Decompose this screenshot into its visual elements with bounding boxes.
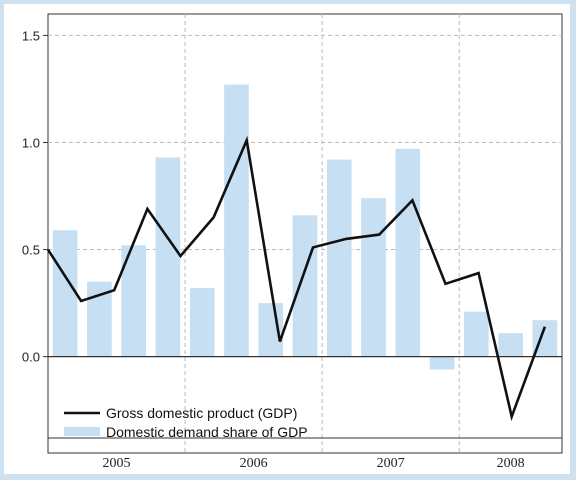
y-tick-label: 1.5 (22, 28, 40, 43)
legend-label: Gross domestic product (GDP) (106, 405, 297, 421)
y-tick-label: 1.0 (22, 135, 40, 150)
bar (258, 303, 284, 357)
y-tick-label: 0.0 (22, 350, 40, 365)
legend-bar-swatch (64, 427, 100, 436)
bar (224, 84, 249, 357)
legend: Gross domestic product (GDP) Domestic dem… (64, 405, 308, 440)
bar (189, 288, 215, 357)
gdp-line (46, 135, 547, 422)
bar (52, 230, 78, 357)
bar (429, 356, 455, 370)
bar (292, 215, 318, 357)
y-tick-label: 0.5 (22, 243, 40, 258)
x-tick-label: 2006 (240, 456, 268, 471)
bar (498, 333, 523, 357)
x-tick-label: 2005 (103, 456, 131, 471)
bar (395, 148, 421, 357)
chart: 1.5 1.0 0.5 0.0 2005 2006 2007 2008 Gross domest… (22, 13, 563, 471)
x-tick-label: 2007 (377, 456, 405, 471)
x-tick-label: 2008 (497, 456, 525, 471)
legend-label: Domestic demand share of GDP (106, 424, 308, 440)
bar (463, 311, 489, 357)
bar (155, 157, 181, 357)
bar (361, 198, 386, 357)
chart-frame: 1.5 1.0 0.5 0.0 2005 2006 2007 2008 Gross domest… (4, 4, 570, 474)
bar (326, 159, 352, 357)
